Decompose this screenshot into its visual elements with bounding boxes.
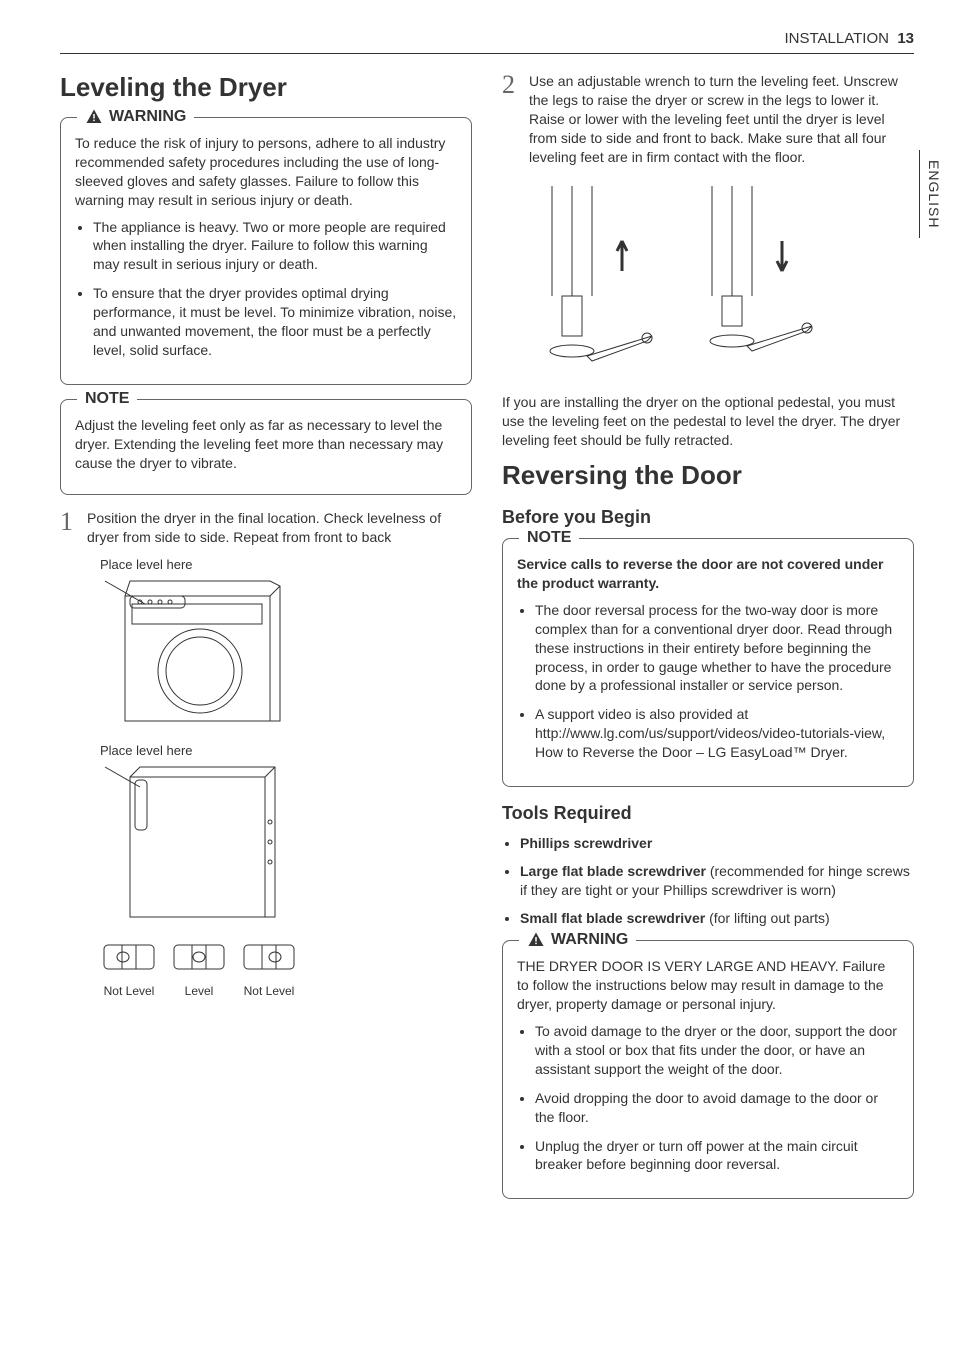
section-title: INSTALLATION	[785, 30, 889, 47]
heading-reversing: Reversing the Door	[502, 460, 914, 491]
warning-label: WARNING	[109, 108, 186, 126]
level-label-level: Level	[170, 984, 228, 998]
tool-2: Large flat blade screwdriver (recommende…	[520, 862, 914, 901]
level-label-notlevel-1: Not Level	[100, 984, 158, 998]
level-item-level: Level	[170, 939, 228, 998]
note-2-bullet-2: A support video is also provided at http…	[535, 705, 899, 762]
note-2-bullet-1: The door reversal process for the two-wa…	[535, 601, 899, 695]
right-column: 2 Use an adjustable wrench to turn the l…	[502, 72, 914, 1213]
pedestal-note: If you are installing the dryer on the o…	[502, 393, 914, 450]
heading-before-begin: Before you Begin	[502, 507, 914, 528]
note-label-2: NOTE	[527, 529, 571, 547]
dryer-side-illustration	[100, 762, 472, 927]
level-item-notlevel-2: Not Level	[240, 939, 298, 998]
note-box-1: NOTE Adjust the leveling feet only as fa…	[60, 399, 472, 496]
warning-label-2: WARNING	[551, 931, 628, 949]
step-2-text: Use an adjustable wrench to turn the lev…	[529, 72, 914, 166]
tool-1: Phillips screwdriver	[520, 834, 914, 854]
left-column: Leveling the Dryer WARNING To reduce the…	[60, 72, 472, 1213]
tool-3-note: (for lifting out parts)	[705, 910, 830, 926]
warning-2-bullet-3: Unplug the dryer or turn off power at th…	[535, 1137, 899, 1175]
page-number: 13	[897, 30, 914, 47]
leveling-feet-illustration	[532, 176, 914, 381]
content-columns: Leveling the Dryer WARNING To reduce the…	[60, 72, 914, 1213]
warning-2-lead: THE DRYER DOOR IS VERY LARGE AND HEAVY. …	[517, 957, 899, 1014]
warning-1-bullet-2: To ensure that the dryer provides optima…	[93, 284, 457, 360]
tool-2-name: Large flat blade screwdriver	[520, 863, 706, 879]
note-box-1-title: NOTE	[77, 390, 137, 408]
note-box-2: NOTE Service calls to reverse the door a…	[502, 538, 914, 787]
tool-3: Small flat blade screwdriver (for liftin…	[520, 909, 914, 929]
step-2-number: 2	[502, 72, 515, 166]
note-label: NOTE	[85, 390, 129, 408]
level-indicators: Not Level Level Not Level	[100, 939, 472, 998]
warning-icon	[85, 108, 103, 126]
language-tab: ENGLISH	[919, 150, 942, 238]
step-1-caption-2: Place level here	[100, 743, 472, 758]
warning-box-1: WARNING To reduce the risk of injury to …	[60, 117, 472, 385]
tools-list: Phillips screwdriver Large flat blade sc…	[502, 834, 914, 928]
level-label-notlevel-2: Not Level	[240, 984, 298, 998]
note-box-2-title: NOTE	[519, 529, 579, 547]
step-1-number: 1	[60, 509, 73, 547]
page-header: INSTALLATION 13	[60, 30, 914, 54]
step-1-caption-1: Place level here	[100, 557, 472, 572]
warning-box-2-title: WARNING	[519, 931, 636, 949]
warning-1-intro: To reduce the risk of injury to persons,…	[75, 134, 457, 210]
level-item-notlevel-1: Not Level	[100, 939, 158, 998]
note-2-lead: Service calls to reverse the door are no…	[517, 555, 899, 593]
step-2: 2 Use an adjustable wrench to turn the l…	[502, 72, 914, 166]
note-1-text: Adjust the leveling feet only as far as …	[75, 416, 457, 473]
warning-box-2: WARNING THE DRYER DOOR IS VERY LARGE AND…	[502, 940, 914, 1199]
warning-2-bullet-1: To avoid damage to the dryer or the door…	[535, 1022, 899, 1079]
step-1-text: Position the dryer in the final location…	[87, 509, 472, 547]
warning-2-bullet-2: Avoid dropping the door to avoid damage …	[535, 1089, 899, 1127]
tool-1-name: Phillips screwdriver	[520, 835, 652, 851]
heading-leveling: Leveling the Dryer	[60, 72, 472, 103]
step-1: 1 Position the dryer in the final locati…	[60, 509, 472, 547]
heading-tools: Tools Required	[502, 803, 914, 824]
warning-1-bullet-1: The appliance is heavy. Two or more peop…	[93, 218, 457, 275]
warning-icon	[527, 931, 545, 949]
warning-box-1-title: WARNING	[77, 108, 194, 126]
tool-3-name: Small flat blade screwdriver	[520, 910, 705, 926]
dryer-front-illustration	[100, 576, 472, 731]
